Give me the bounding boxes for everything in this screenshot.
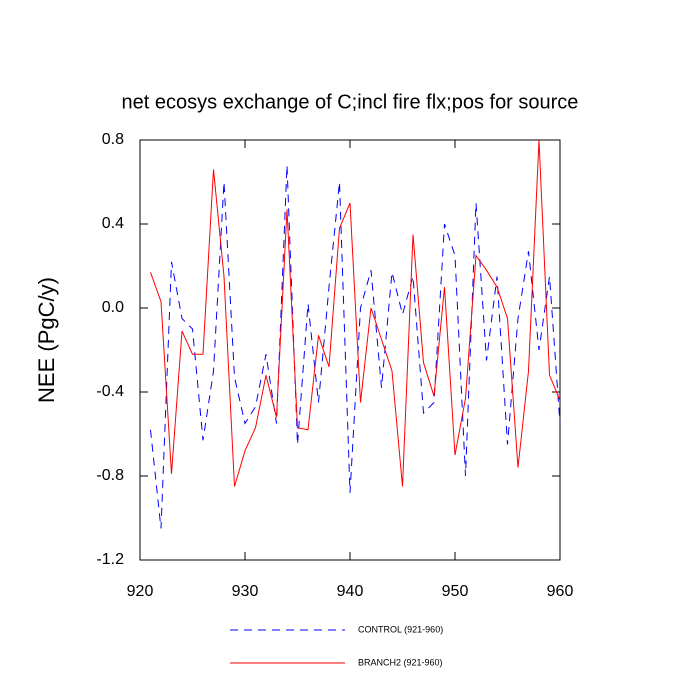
data-line [150,165,561,529]
y-tick-label: -0.4 [96,383,124,400]
y-tick-label: -0.8 [96,467,124,484]
chart-title: net ecosys exchange of C;incl fire flx;p… [122,91,579,113]
y-tick-label: 0.4 [102,215,124,232]
y-tick-label: 0.8 [102,131,124,148]
x-tick-label: 960 [547,583,574,600]
x-tick-label: 930 [232,583,259,600]
y-axis-title: NEE (PgC/y) [34,277,59,403]
x-tick-label: 940 [337,583,364,600]
x-tick-label: 950 [442,583,469,600]
legend-label: CONTROL (921-960) [358,624,443,634]
legend-label: BRANCH2 (921-960) [358,657,443,667]
data-line [150,139,561,487]
y-tick-label: -1.2 [96,551,124,568]
y-tick-label: 0.0 [102,299,124,316]
x-tick-label: 920 [127,583,154,600]
